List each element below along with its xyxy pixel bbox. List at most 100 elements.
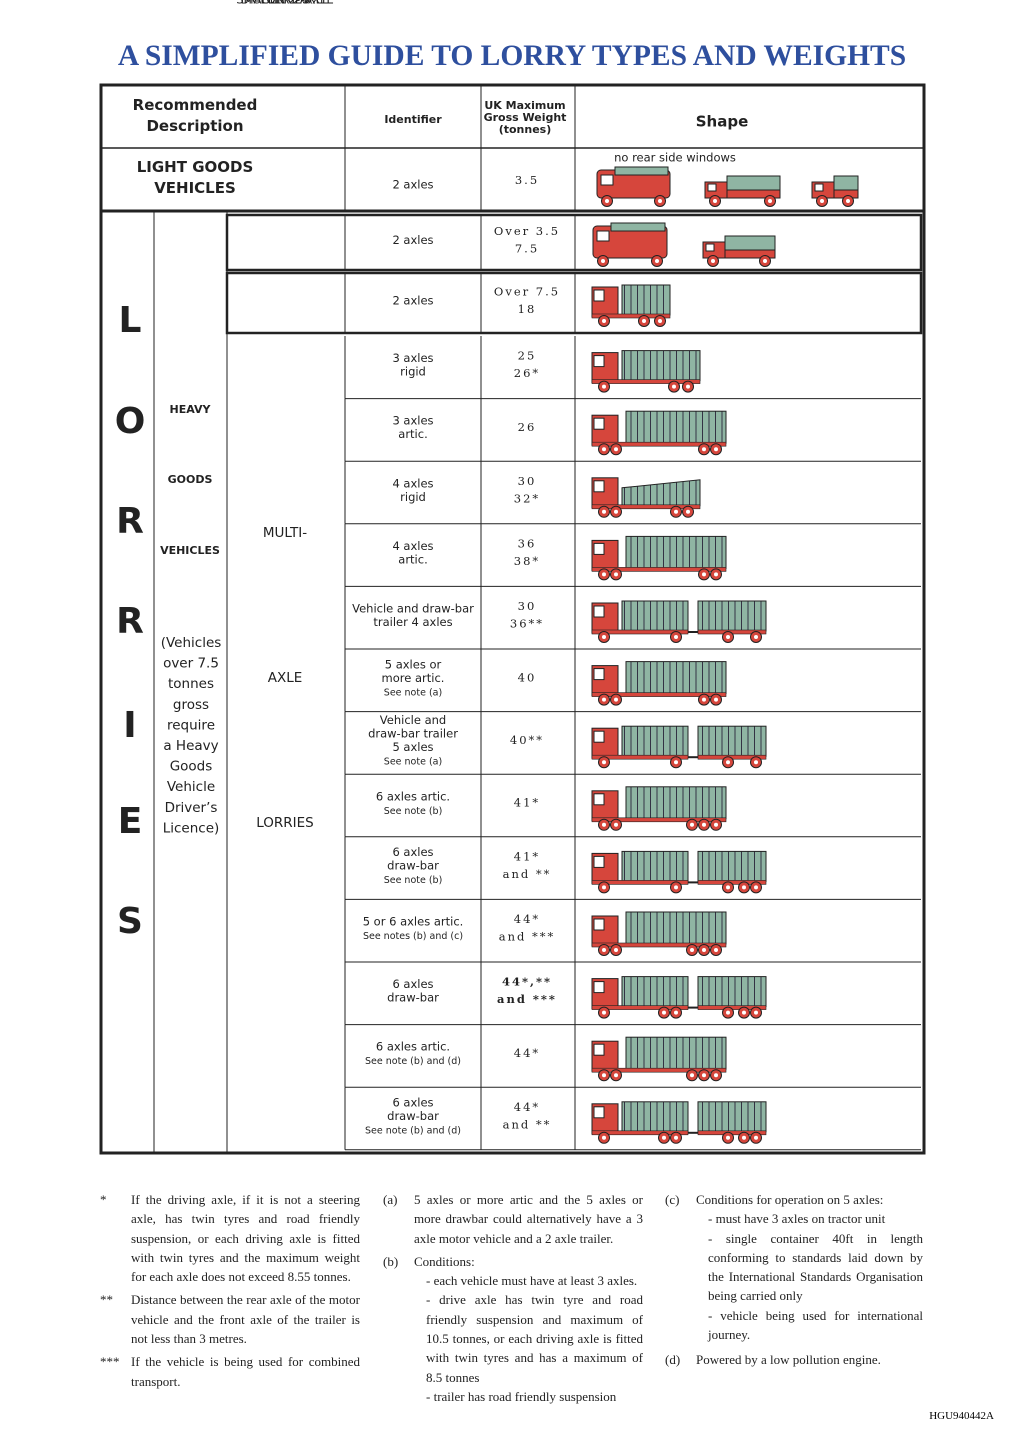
cab — [591, 727, 619, 759]
category: VEHICLES — [154, 179, 236, 197]
note-text: If the vehicle is being used for combine… — [131, 1354, 360, 1389]
container — [625, 911, 727, 945]
hub — [702, 1073, 706, 1078]
window — [593, 668, 605, 681]
window — [814, 183, 824, 192]
hub — [674, 509, 678, 514]
hub — [763, 259, 767, 263]
window — [596, 230, 610, 242]
hgv-note: tonnes — [168, 676, 214, 692]
identifier-note: See note (a) — [384, 757, 442, 768]
hub — [820, 199, 824, 203]
col-head: Shape — [696, 113, 749, 131]
hgv-note: require — [167, 717, 215, 733]
frame — [99, 83, 926, 1155]
weight: 32* — [514, 491, 540, 505]
identifier: draw-bar — [387, 859, 439, 873]
weight: 30 — [518, 599, 537, 613]
weight: Over 7.5 — [494, 284, 560, 298]
hub — [726, 635, 730, 639]
hub — [711, 259, 715, 263]
note-item: - vehicle being used for international j… — [708, 1307, 923, 1343]
identifier: rigid — [400, 490, 426, 504]
identifier: 6 axles artic. — [376, 1040, 450, 1054]
note-item: - must have 3 axles on tractor unit — [708, 1211, 886, 1227]
hub — [768, 199, 772, 203]
weight: and ** — [503, 867, 552, 881]
hub — [702, 572, 706, 577]
shape-note: no rear side windows — [614, 151, 736, 165]
container — [697, 725, 767, 757]
col-head: Gross Weight — [484, 111, 567, 124]
identifier: 4 axles — [392, 476, 433, 490]
hub — [714, 697, 718, 702]
window — [593, 289, 605, 302]
note-column: * If the driving axle, if it is not a ste… — [100, 1190, 360, 1391]
container — [621, 976, 689, 1008]
container — [697, 600, 767, 632]
window — [593, 355, 605, 368]
hub — [742, 885, 746, 890]
identifier: draw-bar — [387, 1109, 439, 1123]
hub — [702, 948, 706, 952]
container — [621, 1101, 689, 1133]
hub — [614, 822, 618, 827]
hub — [601, 259, 605, 263]
hub — [614, 572, 618, 577]
note-marker: (a) — [383, 1192, 398, 1207]
hgv-note: (Vehicles — [161, 635, 222, 651]
hub — [602, 635, 606, 639]
hub — [686, 384, 690, 389]
container — [697, 1101, 767, 1133]
hub — [658, 319, 662, 323]
identifier: artic. — [398, 552, 427, 566]
col-head: UK Maximum — [484, 99, 565, 112]
identifier: 2 axles — [392, 178, 433, 192]
hub — [726, 885, 730, 890]
weight: 36 — [518, 536, 537, 550]
hub — [602, 509, 606, 514]
hub — [742, 1135, 746, 1140]
note: (d) Powered by a low pollution engine. — [665, 1350, 923, 1369]
note-text: 5 axles or more artic and the 5 axles or… — [414, 1192, 643, 1246]
hub — [602, 1135, 606, 1140]
identifier: 2 axles — [392, 294, 433, 308]
hub — [602, 572, 606, 577]
hub — [614, 948, 618, 952]
20: LORRIES — [261, 0, 310, 7]
hub — [605, 199, 609, 203]
note-column: (a) 5 axles or more artic and the 5 axles… — [383, 1190, 643, 1406]
guide: A SIMPLIFIED GUIDE TO LORRY TYPES AND WE… — [99, 0, 926, 1155]
multi-axle-label: AXLE — [268, 670, 303, 686]
hub — [602, 697, 606, 702]
hub — [662, 1135, 666, 1140]
hub — [642, 319, 646, 323]
window — [593, 1043, 605, 1056]
chassis — [591, 379, 701, 384]
note-item: - each vehicle must have at least 3 axle… — [426, 1273, 638, 1289]
note-marker: (d) — [665, 1352, 681, 1368]
identifier-note: See note (a) — [384, 687, 442, 698]
note-marker: * — [100, 1192, 107, 1207]
hub — [754, 885, 758, 890]
identifier: 5 axles — [392, 740, 433, 754]
hgv-note: over 7.5 — [163, 656, 219, 672]
identifier-note: See note (b) and (d) — [365, 1126, 461, 1137]
bed — [833, 175, 859, 191]
chassis — [591, 817, 727, 823]
hub — [714, 1073, 718, 1078]
hub — [713, 199, 717, 203]
container — [621, 350, 701, 382]
weight: 25 — [518, 349, 537, 363]
body — [726, 189, 781, 199]
note-text: Distance between the rear axle of the mo… — [131, 1292, 360, 1347]
row-box — [225, 213, 923, 272]
hub — [726, 760, 730, 765]
hgv-note: gross — [173, 697, 209, 713]
row-box — [225, 271, 923, 335]
roof — [610, 222, 666, 232]
window — [593, 855, 605, 868]
hub — [714, 822, 718, 827]
hgv-note: Licence) — [163, 820, 220, 836]
hub — [742, 1010, 746, 1015]
